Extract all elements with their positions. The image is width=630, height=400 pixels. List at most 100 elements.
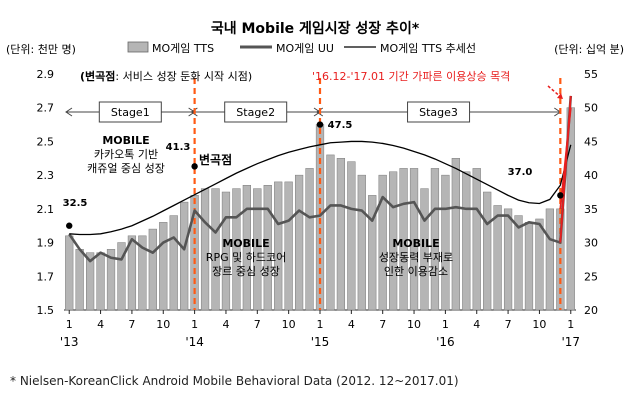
x-tick-label: 7 xyxy=(379,318,386,331)
chart-overlay: Stage1 Stage2 Stage3 xyxy=(65,78,562,310)
x-tick-label: 1 xyxy=(317,318,324,331)
tts-bar xyxy=(493,205,502,311)
tts-bar xyxy=(514,215,523,311)
x-tick-label: 4 xyxy=(97,318,104,331)
tts-bar xyxy=(378,174,387,311)
tts-bar xyxy=(117,242,126,311)
tts-bar xyxy=(200,188,210,311)
tts-bar xyxy=(524,222,534,311)
tts-bar xyxy=(347,161,356,311)
callout-label: 41.3 xyxy=(166,142,191,153)
y-left-tick-label: 2.3 xyxy=(37,169,55,182)
phase-note-line: 카카오톡 기반 xyxy=(94,148,158,161)
x-tick-label: 1 xyxy=(66,318,73,331)
tts-bar xyxy=(86,252,95,311)
tts-bar xyxy=(472,168,481,311)
x-tick-label: 10 xyxy=(282,318,296,331)
tts-bar xyxy=(96,252,105,311)
legend-label-trend: MO게임 TTS 추세선 xyxy=(380,42,476,55)
uu-line xyxy=(68,95,573,263)
x-tick-label: 4 xyxy=(348,318,355,331)
tts-bar xyxy=(159,222,168,311)
callout-label: 47.5 xyxy=(328,120,353,131)
x-year-label: '17 xyxy=(561,335,580,349)
x-year-label: '16 xyxy=(436,335,455,349)
tts-bar xyxy=(535,218,544,311)
x-tick-label: 7 xyxy=(254,318,261,331)
tts-bar xyxy=(451,158,460,311)
surge-pointer-head xyxy=(557,93,563,99)
phase-note-line: 인한 이용감소 xyxy=(384,265,448,278)
phase-note-title: MOBILE xyxy=(392,237,439,250)
inflection-note: (변곡점: 서비스 성장 둔화 시작 시점) xyxy=(80,69,252,83)
x-tick-label: 1 xyxy=(442,318,449,331)
callout-dot xyxy=(557,192,564,199)
tts-bar xyxy=(503,208,513,311)
surge-tts-line xyxy=(559,107,572,209)
tts-bar xyxy=(483,191,492,311)
x-tick-label: 1 xyxy=(567,318,574,331)
tts-bar xyxy=(326,154,335,311)
tts-bar xyxy=(336,158,346,311)
tts-bar xyxy=(294,174,304,311)
x-tick-label: 7 xyxy=(505,318,512,331)
tts-bar xyxy=(65,235,74,311)
phase-note-line: 성장동력 부재로 xyxy=(379,251,453,264)
y-right-tick-label: 40 xyxy=(584,169,598,182)
x-year-label: '15 xyxy=(311,335,330,349)
trend-line xyxy=(69,140,572,236)
x-tick-label: 1 xyxy=(191,318,198,331)
x-tick-label: 4 xyxy=(222,318,229,331)
y-right-tick-label: 45 xyxy=(584,135,598,148)
y-right-tick-label: 55 xyxy=(584,68,598,81)
legend-bar-swatch xyxy=(127,41,149,53)
callout-dot xyxy=(316,121,324,128)
tts-bar xyxy=(284,181,293,311)
inflection-label: 변곡점 xyxy=(199,152,232,167)
tts-bar xyxy=(545,208,554,311)
chart-annotations: 32.5 41.3 47.5 37.0 변곡점 (변곡점: 서비스 성장 둔화 시작 시점… xyxy=(63,69,564,278)
y-right-tick-label: 30 xyxy=(584,237,598,250)
x-tick-label: 10 xyxy=(532,318,546,331)
callout-dot xyxy=(66,222,73,229)
tts-bar xyxy=(106,249,116,311)
inflection-note-text: : 서비스 성장 둔화 시작 시점) xyxy=(115,70,252,83)
tts-bar xyxy=(263,185,272,311)
stage-box xyxy=(224,101,288,123)
stage-label: Stage1 xyxy=(111,106,150,119)
tts-bar xyxy=(138,235,147,311)
legend: MO게임 TTS MO게임 UU MO게임 TTS 추세선 xyxy=(127,41,476,55)
y-left-tick-label: 2.9 xyxy=(37,68,55,81)
y-right-tick-label: 35 xyxy=(584,203,598,216)
tts-bar xyxy=(232,188,241,311)
stage-label: Stage3 xyxy=(419,106,458,119)
callout-label: 37.0 xyxy=(508,167,533,178)
tts-bar xyxy=(389,171,398,311)
x-year-label: '13 xyxy=(60,335,79,349)
x-tick-label: 7 xyxy=(128,318,135,331)
tts-bar xyxy=(305,168,314,311)
tts-bar xyxy=(180,201,189,311)
legend-label-tts: MO게임 TTS xyxy=(152,42,214,55)
y-right-tick-label: 20 xyxy=(584,304,598,317)
x-year-label: '14 xyxy=(185,335,204,349)
phase-note-title: MOBILE xyxy=(102,134,149,147)
tts-bar xyxy=(148,228,157,311)
inflection-note-prefix: (변곡점 xyxy=(80,69,115,83)
legend-label-uu: MO게임 UU xyxy=(276,42,334,55)
tts-bar xyxy=(368,195,377,311)
tts-bar xyxy=(357,174,366,311)
callout-dot xyxy=(191,163,198,170)
stage-arrow-left xyxy=(65,107,73,117)
y-left-tick-label: 2.1 xyxy=(37,203,55,216)
tts-bar xyxy=(75,249,84,311)
tts-bar xyxy=(242,185,251,311)
stage-box xyxy=(98,101,162,123)
chart-lines xyxy=(68,95,573,263)
y-left-tick-label: 2.5 xyxy=(37,135,55,148)
x-tick-label: 10 xyxy=(156,318,170,331)
left-axis-unit: (단위: 천만 명) xyxy=(6,42,76,56)
tts-bar xyxy=(399,168,408,311)
phase-note-title: MOBILE xyxy=(222,237,269,250)
